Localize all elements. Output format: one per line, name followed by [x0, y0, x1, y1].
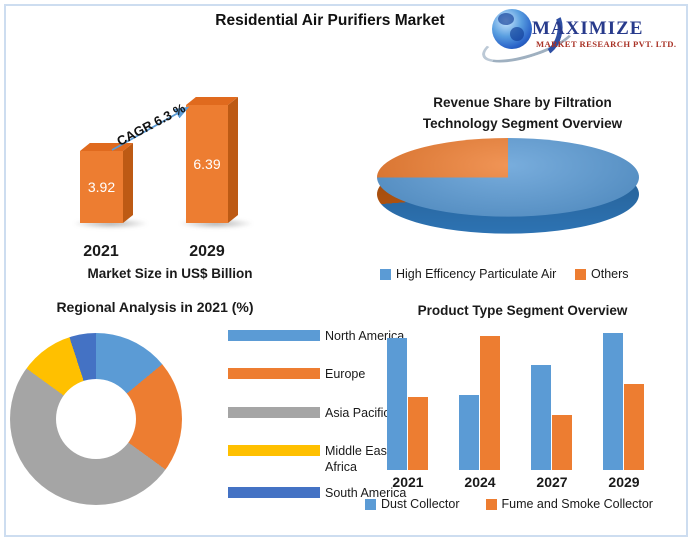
growth-arrow-icon — [111, 106, 190, 151]
x-tick-2021: 2021 — [392, 474, 424, 490]
donut-title: Regional Analysis in 2021 (%) — [56, 299, 254, 315]
x-tick-2029: 2029 — [189, 243, 225, 260]
legend-marker-blue — [228, 330, 320, 341]
legend-asia-pacific: Asia Pacific — [228, 405, 417, 421]
bar-2021: 3.92 — [72, 142, 149, 229]
logo-subbrand-text: MARKET RESEARCH PVT. LTD. — [536, 39, 677, 49]
bar-value-label: 6.39 — [193, 156, 221, 172]
bar-2029: 6.39 — [178, 96, 254, 229]
legend-europe: Europe — [228, 366, 417, 382]
bar-fume-smoke — [552, 415, 572, 470]
legend-marker-blue — [365, 498, 376, 510]
x-tick-2027: 2027 — [536, 474, 568, 490]
pie-top-face — [377, 138, 639, 217]
bar-front-face: 3.92 — [80, 151, 123, 223]
product-type-legend: Dust Collector Fume and Smoke Collector — [365, 497, 653, 511]
legend-marker-orange — [485, 498, 497, 510]
bar-dust-collector — [603, 333, 623, 470]
page-title: Residential Air Purifiers Market — [215, 12, 445, 29]
bar-group-2024 — [459, 300, 501, 470]
regional-donut-chart: Regional Analysis in 2021 (%) North Amer… — [10, 295, 406, 535]
legend-marker-blue — [380, 268, 391, 280]
pie-title-line2: Technology Segment Overview — [422, 116, 623, 131]
bar-fume-smoke — [624, 384, 644, 470]
legend-north-america: North America — [228, 328, 417, 344]
x-tick-2024: 2024 — [464, 474, 496, 490]
legend-marker-orange — [575, 268, 586, 280]
bar-front-face: 6.39 — [186, 105, 228, 223]
donut-ring — [10, 333, 182, 505]
legend-marker-gray — [228, 407, 320, 418]
bar-group-2021 — [387, 300, 429, 470]
bar-value-label: 3.92 — [87, 179, 116, 195]
globe-icon — [492, 9, 532, 49]
legend-label: Middle East & Africa — [325, 444, 403, 474]
pie-title: Revenue Share by Filtration Technology S… — [365, 92, 680, 134]
bar-dust-collector — [459, 395, 479, 470]
bar-dust-collector — [531, 365, 551, 470]
legend-fume-smoke: Fume and Smoke Collector — [485, 497, 653, 511]
x-tick-2021: 2021 — [83, 243, 119, 260]
legend-label: High Efficency Particulate Air — [396, 267, 557, 281]
x-tick-2029: 2029 — [608, 474, 640, 490]
bar-fume-smoke — [408, 397, 428, 470]
bar-group-2029 — [603, 300, 645, 470]
product-type-title: Product Type Segment Overview — [417, 303, 628, 318]
product-type-chart: Product Type Segment Overview 2021 2024 … — [365, 300, 683, 535]
legend-marker-yellow — [228, 445, 320, 456]
legend-label: Fume and Smoke Collector — [501, 497, 653, 511]
legend-marker-dark-blue — [228, 487, 320, 498]
legend-label: Others — [591, 267, 629, 281]
legend-label: North America — [325, 329, 405, 343]
pie-title-line1: Revenue Share by Filtration — [433, 95, 612, 110]
market-size-chart: 3.92 6.39 CAGR 6.3 % 202 — [30, 70, 310, 290]
legend-others: Others — [575, 267, 629, 281]
market-size-plot: 3.92 6.39 CAGR 6.3 % — [70, 95, 290, 229]
legend-dust-collector: Dust Collector — [365, 497, 460, 511]
bar-shadow — [72, 218, 149, 229]
legend-marker-orange — [228, 368, 320, 379]
donut-hole — [56, 379, 136, 459]
company-logo: MAXIMIZE MARKET RESEARCH PVT. LTD. — [477, 3, 684, 72]
bar-dust-collector — [387, 338, 407, 470]
legend-middle-east-africa: Middle East & Africa — [228, 443, 417, 475]
legend-label: Dust Collector — [381, 497, 460, 511]
legend-label: Europe — [325, 367, 366, 381]
product-type-plot — [365, 300, 680, 470]
legend-label: South America — [325, 486, 407, 500]
legend-label: Asia Pacific — [325, 406, 390, 420]
logo-brand-text: MAXIMIZE — [532, 18, 644, 39]
bar-fume-smoke — [480, 336, 500, 470]
market-size-caption: Market Size in US$ Billion — [87, 266, 253, 281]
bar-shadow — [178, 218, 254, 229]
filtration-pie-chart: Revenue Share by Filtration Technology S… — [365, 88, 683, 293]
legend-south-america: South America — [228, 485, 417, 501]
bar-group-2027 — [531, 300, 573, 470]
legend-hepa: High Efficency Particulate Air — [380, 267, 556, 281]
